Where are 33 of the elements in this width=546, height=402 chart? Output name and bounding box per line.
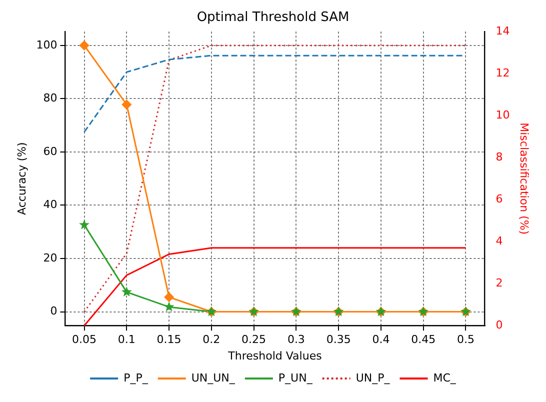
y2-tick-label: 0 [496,318,503,332]
x-tick-label: 0.5 [456,333,474,346]
x-tick-label: 0.4 [372,333,390,346]
legend-label: MC_ [433,371,456,384]
x-tick-label: 0.3 [287,333,305,346]
x-tick-label: 0.45 [411,333,436,346]
y-tick-label: 20 [43,251,58,264]
y2-tick-label: 4 [496,234,503,248]
x-tick-label: 0.15 [156,333,182,346]
y-tick-label: 100 [36,38,58,52]
y-tick-label: 40 [43,198,58,212]
x-tick-label: 0.05 [72,333,97,346]
legend-label: UN_P_ [356,371,390,384]
y2-tick-label: 6 [496,192,503,206]
y2-axis-title: Misclassification (%) [518,122,531,235]
y2-tick-label: 14 [496,24,510,38]
y-tick-label: 60 [43,144,58,158]
y-tick-label: 0 [50,304,58,318]
y2-tick-label: 10 [496,108,510,122]
x-tick-label: 0.2 [202,333,220,346]
legend-label: P_UN_ [278,371,313,384]
y2-tick-label: 8 [496,150,503,164]
y2-tick-label: 2 [496,276,503,290]
x-tick-label: 0.1 [118,333,136,346]
x-axis-title: Threshold Values [227,349,322,362]
legend-label: P_P_ [124,371,148,384]
y2-tick-label: 12 [496,66,510,80]
x-tick-label: 0.25 [242,333,266,346]
y-tick-label: 80 [43,92,58,105]
chart-title: Optimal Threshold SAM [196,10,350,26]
legend-label: UN_UN_ [191,371,236,384]
y-axis-title: Accuracy (%) [15,142,28,215]
x-tick-label: 0.35 [326,333,351,346]
